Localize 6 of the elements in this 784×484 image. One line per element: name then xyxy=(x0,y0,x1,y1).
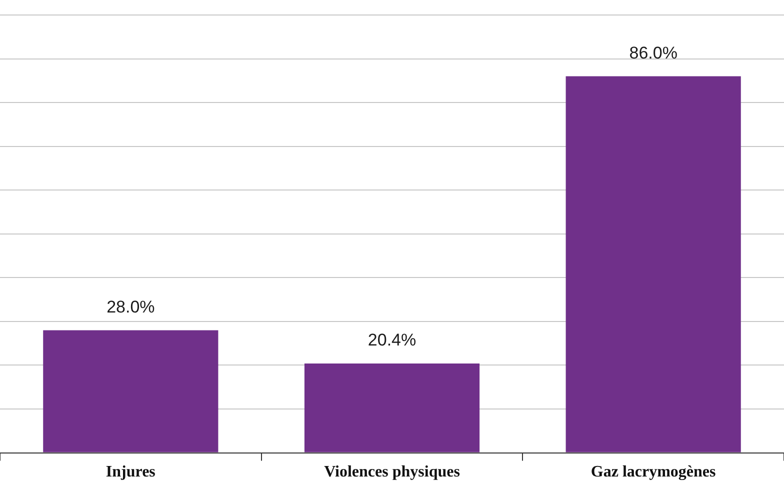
x-tick-label: Injures xyxy=(106,464,156,481)
x-tick-label: Violences physiques xyxy=(324,464,460,481)
data-label: 20.4% xyxy=(368,330,416,350)
x-tick-label: Gaz lacrymogènes xyxy=(590,464,716,481)
data-label: 28.0% xyxy=(106,297,155,316)
data-label: 86.0% xyxy=(629,43,678,62)
